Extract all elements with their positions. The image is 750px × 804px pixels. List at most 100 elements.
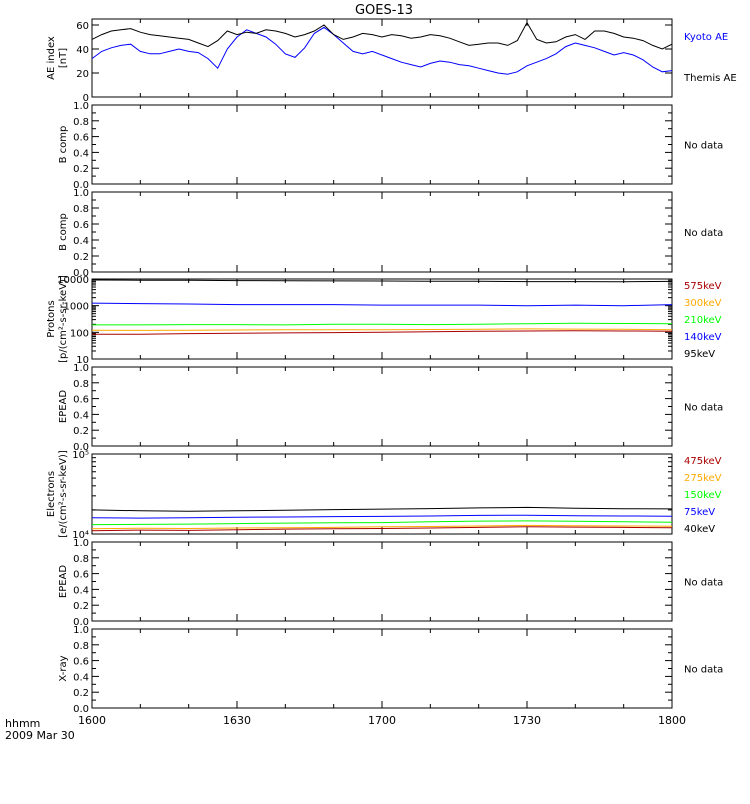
y-axis-label: Protons	[46, 300, 57, 337]
y-tick-label: 0.4	[73, 148, 89, 159]
y-axis-label: B comp	[58, 213, 69, 251]
y-tick-label: 40	[76, 45, 89, 56]
y-tick-label: 0.0	[73, 704, 89, 715]
no-data-label: No data	[684, 141, 723, 152]
y-axis-label: [p/(cm²-s-sr-keV)]	[58, 275, 69, 363]
no-data-label: No data	[684, 578, 723, 589]
panel-epead2: 0.0 0.2 0.4 0.6 0.8 1.0 EPEAD No data	[58, 538, 723, 628]
y-axis-label: AE index	[46, 36, 57, 80]
y-tick-label: 0.6	[73, 133, 89, 144]
series-line-95kev	[91, 279, 673, 283]
panel-frame	[91, 366, 673, 447]
y-tick-label: 0.0	[73, 180, 89, 191]
y-tick-label: 0.0	[73, 617, 89, 628]
panel-ae: 0 20 40 60 AE index [nT] Kyoto AE Themis AE	[46, 18, 737, 104]
legend-label: 475keV	[684, 456, 722, 467]
x-tick-label: 1630	[223, 714, 251, 727]
time-axis-corner-label: hhmm	[5, 717, 40, 730]
y-tick-label: 10⁵	[72, 450, 89, 461]
y-tick-label: 0.8	[73, 117, 89, 128]
y-tick-label: 0.2	[73, 252, 89, 263]
time-axis-date-label: 2009 Mar 30	[5, 729, 75, 742]
panel-frame	[91, 453, 673, 535]
y-tick-label: 0.2	[73, 601, 89, 612]
x-tick-label: 1600	[78, 714, 106, 727]
panel-frame	[91, 278, 673, 360]
y-tick-label: 10	[76, 355, 89, 366]
y-tick-label: 0.4	[73, 672, 89, 683]
x-tick-label: 1700	[368, 714, 396, 727]
series-line-275kev	[91, 524, 673, 530]
y-tick-label: 0.0	[73, 268, 89, 279]
panel-frame	[91, 104, 673, 185]
y-tick-label: 0.4	[73, 585, 89, 596]
panel-b1: 0.0 0.2 0.4 0.6 0.8 1.0 B comp No data	[58, 101, 723, 191]
legend-label: 300keV	[684, 298, 722, 309]
legend-label: Kyoto AE	[684, 32, 728, 43]
legend-label: 275keV	[684, 473, 722, 484]
y-tick-label: 0.8	[73, 204, 89, 215]
legend-label: 75keV	[684, 507, 715, 518]
y-axis-label: Electrons	[46, 471, 57, 517]
y-axis-label: X-ray	[58, 655, 69, 681]
y-tick-label: 1.0	[73, 363, 89, 374]
series-line-140kev	[91, 302, 673, 307]
y-axis-label: [nT]	[58, 48, 69, 68]
no-data-label: No data	[684, 665, 723, 676]
panel-xray: 0.0 0.2 0.4 0.6 0.8 1.0 X-ray No data 1600 1630 17…	[58, 625, 723, 727]
series-line-kyoto-ae	[91, 26, 673, 75]
series-line-75kev	[91, 514, 673, 519]
series-line-40kev	[91, 506, 673, 512]
y-tick-label: 0.2	[73, 688, 89, 699]
panel-frame	[91, 18, 673, 98]
no-data-label: No data	[684, 403, 723, 414]
y-tick-label: 0.6	[73, 395, 89, 406]
x-tick-label: 1800	[658, 714, 686, 727]
y-tick-label: 10000	[57, 275, 89, 286]
y-tick-label: 0.8	[73, 554, 89, 565]
y-tick-label: 0.4	[73, 410, 89, 421]
panel-frame	[91, 191, 673, 273]
legend-label: 150keV	[684, 490, 722, 501]
y-axis-label: [e/(cm²-s-sr-keV)]	[58, 450, 69, 538]
y-tick-label: 0.6	[73, 657, 89, 668]
y-tick-label: 1000	[64, 302, 89, 313]
y-tick-label: 0.6	[73, 220, 89, 231]
y-axis-label: B comp	[58, 126, 69, 164]
y-tick-label: 0.0	[73, 442, 89, 453]
panel-epead1: 0.0 0.2 0.4 0.6 0.8 1.0 EPEAD No data	[58, 363, 723, 453]
series-line-themis-ae	[91, 21, 673, 50]
legend-label: 210keV	[684, 315, 722, 326]
y-axis-label: EPEAD	[58, 565, 69, 599]
y-tick-label: 1.0	[73, 625, 89, 636]
y-axis-label: EPEAD	[58, 390, 69, 424]
panel-frame	[91, 628, 673, 709]
legend-label: 95keV	[684, 349, 715, 360]
series-line-575kev	[92, 330, 673, 335]
series-line-475kev	[91, 526, 673, 532]
y-tick-label: 20	[76, 69, 89, 80]
y-tick-label: 1.0	[73, 538, 89, 549]
legend-label: 140keV	[684, 332, 722, 343]
y-tick-label: 60	[76, 21, 89, 32]
y-tick-label: 0.2	[73, 164, 89, 175]
series-line-150kev	[91, 520, 673, 526]
y-tick-label: 100	[70, 328, 89, 339]
y-tick-label: 1.0	[73, 188, 89, 199]
panel-electrons: 10⁴ 10⁵ Electrons [e/(cm²-s-sr-keV)] 475keV 2…	[46, 450, 722, 541]
no-data-label: No data	[684, 228, 723, 239]
y-tick-label: 10⁴	[72, 530, 89, 541]
y-tick-label: 0.8	[73, 641, 89, 652]
panel-protons: 10 100 1000 10000 Protons [p/(cm²-s-sr-keV)] 5…	[46, 275, 722, 366]
y-tick-label: 1.0	[73, 101, 89, 112]
y-tick-label: 0.6	[73, 570, 89, 581]
y-tick-label: 0.8	[73, 379, 89, 390]
plot-title: GOES-13	[355, 3, 413, 18]
y-tick-label: 0.4	[73, 236, 89, 247]
series-line-210kev	[92, 322, 673, 326]
panel-b2: 0.0 0.2 0.4 0.6 0.8 1.0 B comp No data	[58, 188, 723, 279]
x-tick-label: 1730	[513, 714, 541, 727]
y-tick-label: 0.2	[73, 426, 89, 437]
